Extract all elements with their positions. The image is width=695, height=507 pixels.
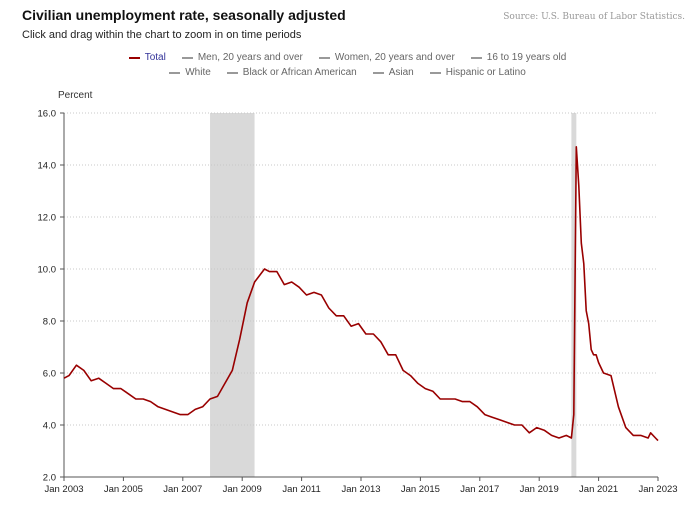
x-tick-label: Jan 2007	[163, 484, 202, 495]
x-tick-label: Jan 2013	[341, 484, 380, 495]
y-tick-label: 6.0	[43, 369, 56, 380]
series-line-total[interactable]	[64, 147, 658, 441]
x-tick-label: Jan 2009	[223, 484, 262, 495]
x-tick-label: Jan 2017	[460, 484, 499, 495]
y-tick-label: 14.0	[38, 161, 57, 172]
y-tick-label: 16.0	[38, 109, 57, 120]
y-tick-label: 12.0	[38, 213, 57, 224]
x-tick-label: Jan 2015	[401, 484, 440, 495]
y-tick-label: 8.0	[43, 317, 56, 328]
x-tick-label: Jan 2021	[579, 484, 618, 495]
x-tick-label: Jan 2005	[104, 484, 143, 495]
y-tick-label: 4.0	[43, 421, 56, 432]
recession-band	[210, 113, 255, 477]
x-tick-label: Jan 2023	[638, 484, 677, 495]
x-tick-label: Jan 2003	[44, 484, 83, 495]
x-tick-label: Jan 2019	[520, 484, 559, 495]
x-tick-label: Jan 2011	[282, 484, 320, 495]
y-tick-label: 10.0	[38, 265, 57, 276]
y-tick-label: 2.0	[43, 473, 56, 484]
